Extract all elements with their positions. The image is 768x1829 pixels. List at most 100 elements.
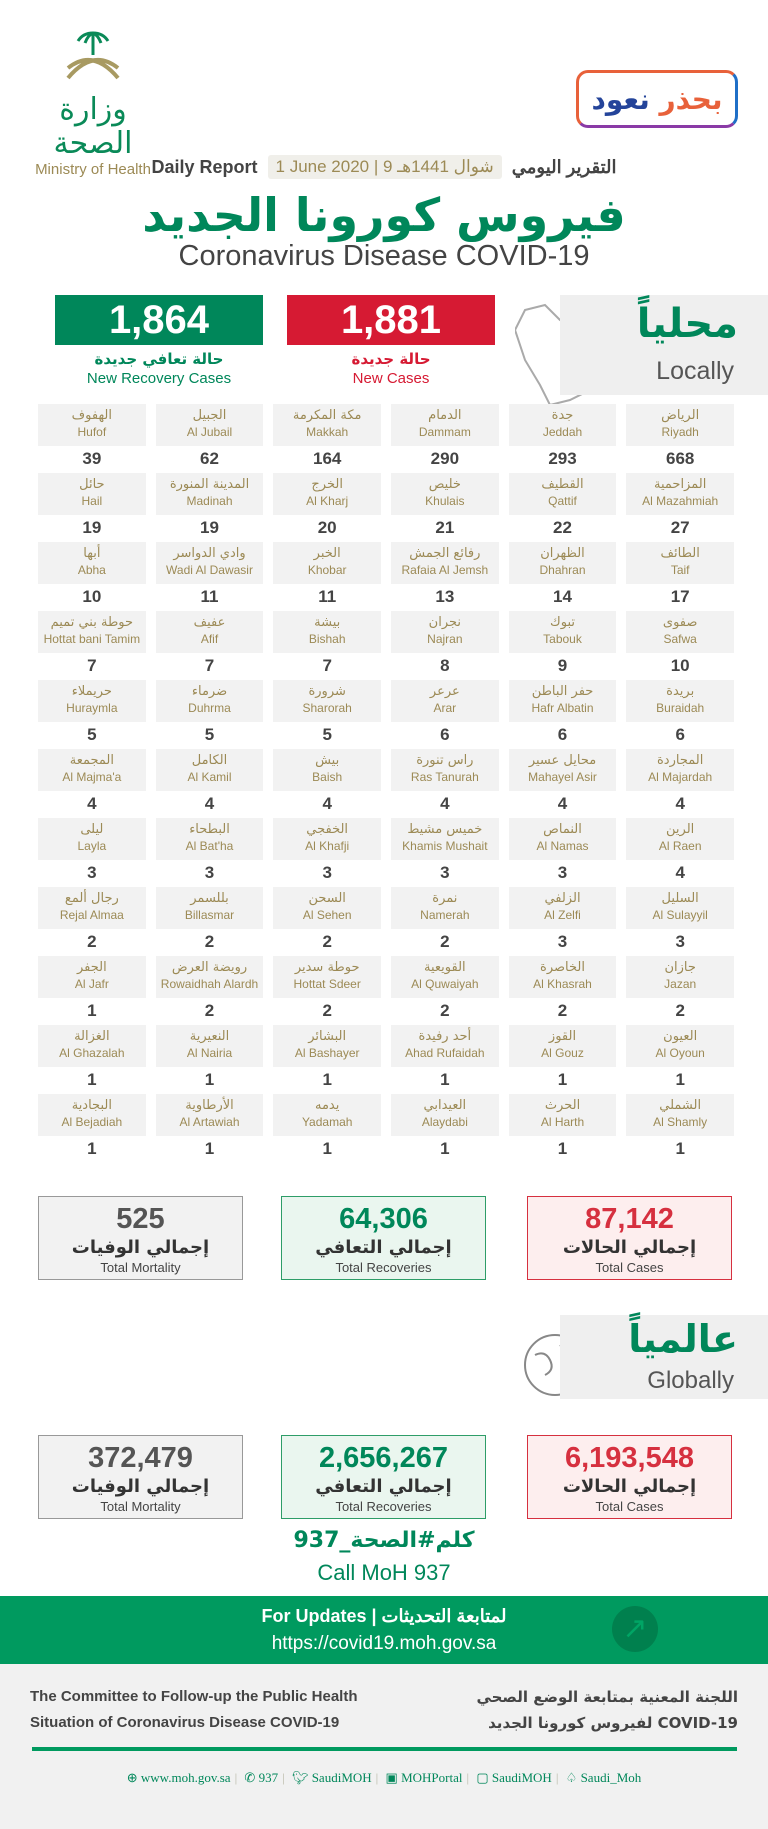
local-total-recoveries: 64,306 إجمالي التعافي Total Recoveries [281, 1196, 486, 1280]
twitter-link[interactable]: SaudiMOH [311, 1770, 372, 1785]
facebook-link[interactable]: SaudiMOH [491, 1770, 552, 1785]
city-name-en: Al Shamly [653, 1115, 708, 1129]
city-count: 14 [553, 587, 572, 606]
city-cell: أحد رفيدة Ahad Rufaidah 1 [391, 1025, 499, 1094]
city-count: 1 [440, 1070, 450, 1089]
global-total-mortality: 372,479 إجمالي الوفيات Total Mortality [38, 1435, 243, 1519]
new-cases-en: New Cases [352, 370, 430, 387]
city-name: خليص Khulais [391, 473, 499, 515]
city-name: الحرث Al Harth [508, 1094, 617, 1136]
snapchat-link[interactable]: Saudi_Moh [580, 1770, 642, 1785]
campaign-word-1: نعود [591, 82, 650, 116]
committee-en-line2: Situation of Coronavirus Disease COVID-1… [30, 1714, 340, 1731]
city-cell: رجال ألمع Rejal Almaa 2 [38, 887, 146, 956]
city-cell: خليص Khulais 21 [391, 473, 499, 542]
city-count: 10 [82, 587, 102, 606]
city-name-ar: رفائع الجمش [409, 546, 481, 561]
updates-label: For Updates | لمتابعة التحديثات [261, 1606, 507, 1626]
city-name-ar: السليل [661, 891, 699, 906]
city-name-ar: حوطة بني تميم [50, 615, 134, 630]
city-name-ar: البطحاء [189, 822, 230, 837]
city-cell: الرين Al Raen 4 [626, 818, 734, 887]
city-cell: محايل عسير Mahayel Asir 4 [508, 749, 617, 818]
website-link[interactable]: www.moh.gov.sa [140, 1770, 231, 1785]
city-name: الغزالة Al Ghazalah [38, 1025, 146, 1067]
city-name-ar: جازان [664, 960, 696, 975]
city-cell: ضرماء Duhrma 5 [155, 680, 264, 749]
city-cell: البجادية Al Bejadiah 1 [38, 1094, 146, 1163]
city-name: المجمعة Al Majma'a [38, 749, 146, 791]
city-count: 27 [670, 518, 690, 537]
city-cell: الغزالة Al Ghazalah 1 [38, 1025, 146, 1094]
city-name-en: Safwa [663, 632, 697, 646]
city-cell: الشملي Al Shamly 1 [626, 1094, 734, 1163]
city-cell: النماص Al Namas 3 [508, 818, 617, 887]
city-count: 3 [204, 863, 215, 882]
city-count: 19 [200, 518, 219, 537]
city-count: 1 [204, 1139, 215, 1158]
city-name-ar: حفر الباطن [531, 684, 594, 699]
city-cell: الزلفي Al Zelfi 3 [508, 887, 617, 956]
city-name-en: Buraidah [656, 701, 705, 715]
updates-link[interactable]: https://covid19.moh.gov.sa [271, 1633, 497, 1654]
city-name-ar: رجال ألمع [64, 891, 119, 906]
phone-link[interactable]: 937 [258, 1770, 279, 1785]
city-cell: الجفر Al Jafr 1 [38, 956, 146, 1025]
new-recovery-label: حالة تعافي جديدة New Recovery Cases [55, 350, 263, 388]
city-count: 164 [312, 449, 342, 468]
city-cell: خميس مشيط Khamis Mushait 3 [391, 818, 499, 887]
city-name: رجال ألمع Rejal Almaa [38, 887, 146, 929]
city-cell: أبها Abha 10 [38, 542, 146, 611]
city-name-ar: الخاصرة [540, 960, 585, 975]
youtube-link[interactable]: MOHPortal [401, 1770, 463, 1785]
city-cell: القوز Al Gouz 1 [508, 1025, 617, 1094]
city-cell: النعيرية Al Nairia 1 [155, 1025, 264, 1094]
city-name-ar: المجمعة [69, 753, 114, 768]
city-count: 19 [82, 518, 102, 537]
city-name: بللسمر Billasmar [155, 887, 264, 929]
city-name: الزلفي Al Zelfi [508, 887, 617, 929]
city-name: البطحاء Al Bat'ha [155, 818, 264, 860]
city-name-en: Alaydabi [421, 1115, 468, 1129]
city-name-en: Riyadh [661, 425, 699, 439]
city-name: المجاردة Al Majardah [626, 749, 734, 791]
city-name-ar: حريملاء [71, 684, 112, 699]
label-ar: إجمالي الحالات [562, 1476, 697, 1497]
city-count: 7 [87, 656, 97, 675]
city-name: جازان Jazan [626, 956, 734, 998]
city-name: الخاصرة Al Khasrah [508, 956, 617, 998]
city-name: الشملي Al Shamly [626, 1094, 734, 1136]
city-count: 5 [322, 725, 332, 744]
label-ar: إجمالي الوفيات [71, 1476, 210, 1497]
logo-english: Ministry of Health [35, 161, 151, 178]
city-name-ar: حائل [79, 477, 105, 492]
phone-icon: ✆ [244, 1770, 256, 1785]
city-count: 1 [322, 1070, 332, 1089]
city-name: حائل Hail [38, 473, 146, 515]
city-name-en: Hottat Sdeer [293, 977, 361, 991]
city-count: 4 [440, 794, 450, 813]
city-name: الرين Al Raen [626, 818, 734, 860]
city-name-en: Rafaia Al Jemsh [401, 563, 489, 577]
city-cell: الأرطاوية Al Artawiah 1 [155, 1094, 264, 1163]
city-count: 4 [322, 794, 332, 813]
city-name: رويضة العرض Rowaidhah Alardh [155, 956, 264, 998]
facebook-icon: ▢ [476, 1770, 489, 1785]
city-cell: القطيف Qattif 22 [508, 473, 617, 542]
arrow-up-right-icon: ↗ [612, 1606, 658, 1652]
city-name-en: Al Sehen [302, 908, 352, 922]
city-cell: العيون Al Oyoun 1 [626, 1025, 734, 1094]
value: 2,656,267 [318, 1442, 448, 1474]
city-count: 11 [200, 587, 219, 606]
city-name: عفيف Afif [155, 611, 264, 653]
value: 372,479 [88, 1442, 193, 1474]
city-name-en: Wadi Al Dawasir [166, 563, 253, 577]
city-cell: الخبر Khobar 11 [273, 542, 382, 611]
footer: The Committee to Follow-up the Public He… [0, 1664, 768, 1829]
committee-en-line1: The Committee to Follow-up the Public He… [30, 1688, 358, 1705]
city-count: 2 [322, 1001, 332, 1020]
city-name-ar: عفيف [193, 615, 226, 630]
city-name: البجادية Al Bejadiah [38, 1094, 146, 1136]
city-name-ar: القويعية [424, 960, 466, 975]
city-cell: القويعية Al Quwaiyah 2 [391, 956, 499, 1025]
